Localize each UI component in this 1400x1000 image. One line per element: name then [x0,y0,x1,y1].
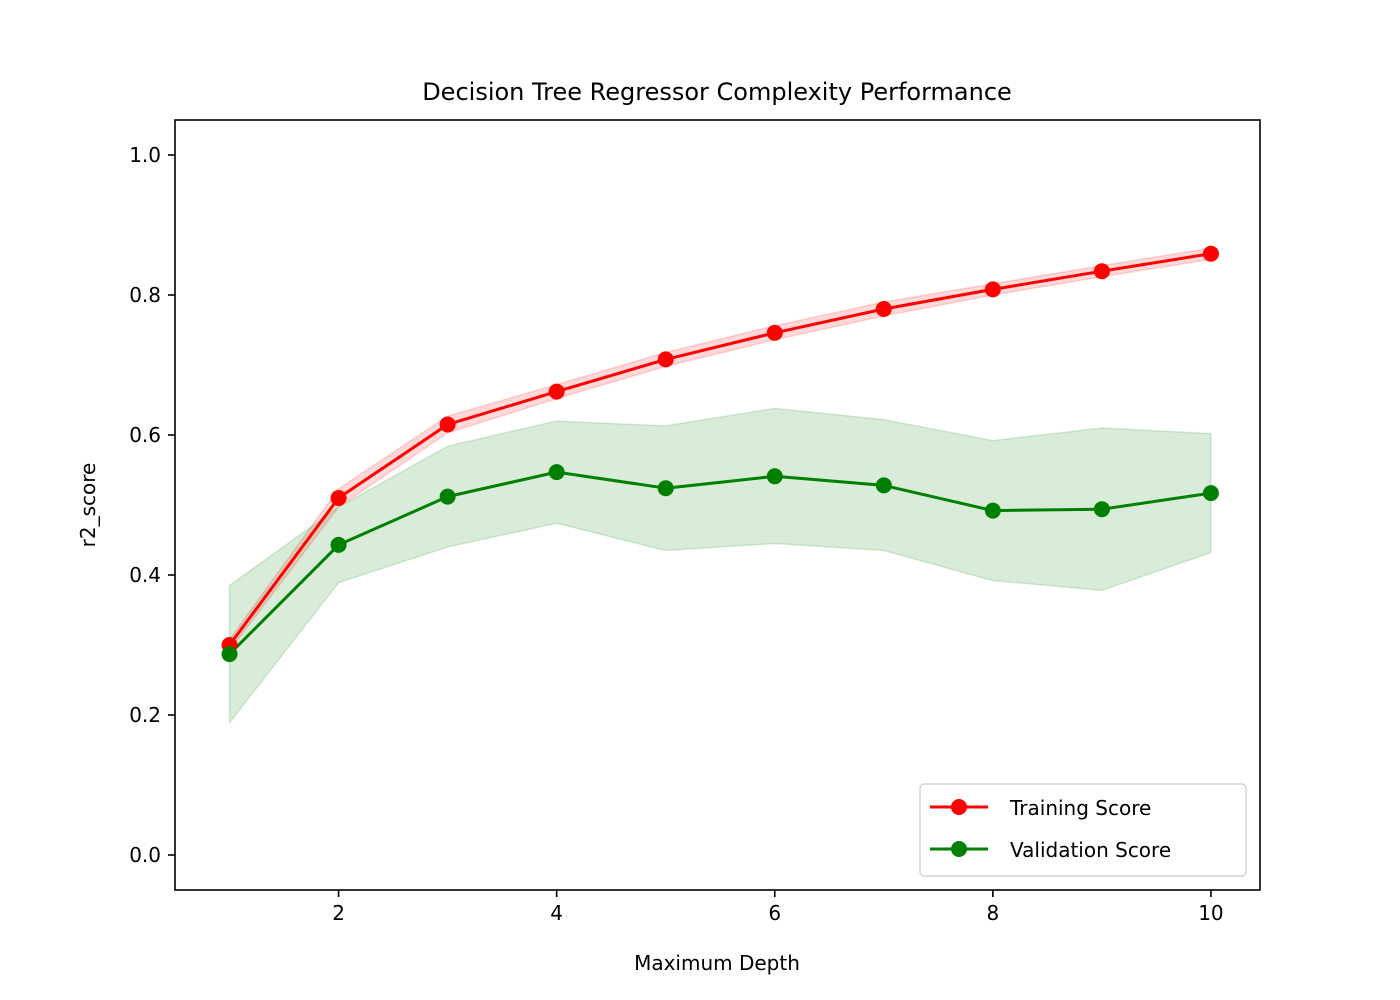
point-validation-score [875,477,892,494]
y-tick-label: 0.6 [129,423,161,447]
point-validation-score [766,468,783,485]
x-axis-label: Maximum Depth [634,951,800,975]
legend-label-validation: Validation Score [1010,838,1171,862]
legend-box [919,783,1247,877]
line-training-score [228,252,1212,646]
point-validation-score [330,536,347,553]
point-training-score [1093,263,1110,280]
point-training-score [657,351,674,368]
y-tick-label: 0.2 [129,703,161,727]
x-axis-ticks: 2 4 6 8 10 [332,890,1224,925]
point-training-score [875,301,892,317]
point-validation-score [657,480,674,497]
legend-marker-validation [951,841,967,857]
legend: Training Score Validation Score [919,783,1247,877]
point-training-score [766,324,783,341]
x-tick-label: 4 [550,901,563,925]
y-tick-label: 0.8 [129,283,161,307]
y-tick-label: 1.0 [129,143,161,167]
legend-label-training: Training Score [1009,796,1151,820]
point-validation-score [221,646,238,663]
series-lines [228,252,1212,656]
series-markers [221,245,1219,663]
y-tick-label: 0.0 [129,843,161,867]
point-training-score [548,383,565,400]
band-validation-score [228,407,1212,725]
point-validation-score [1202,485,1219,502]
point-training-score [439,416,456,433]
point-validation-score [439,488,456,505]
x-tick-label: 6 [768,901,781,925]
point-training-score [330,490,347,506]
point-validation-score [1093,501,1110,518]
y-axis-label: r2_score [76,463,100,548]
y-axis-ticks: 0.0 0.2 0.4 0.6 0.8 1.0 [129,143,175,867]
x-tick-label: 8 [986,901,999,925]
x-tick-label: 10 [1198,901,1223,925]
legend-marker-training [951,799,967,815]
line-validation-score [228,470,1212,656]
point-training-score [1202,245,1219,262]
x-tick-label: 2 [332,901,345,925]
chart-title: Decision Tree Regressor Complexity Perfo… [422,78,1012,106]
point-validation-score [984,502,1001,519]
y-tick-label: 0.4 [129,563,161,587]
point-training-score [984,281,1001,298]
point-validation-score [548,464,565,481]
plot-frame [174,119,1261,891]
